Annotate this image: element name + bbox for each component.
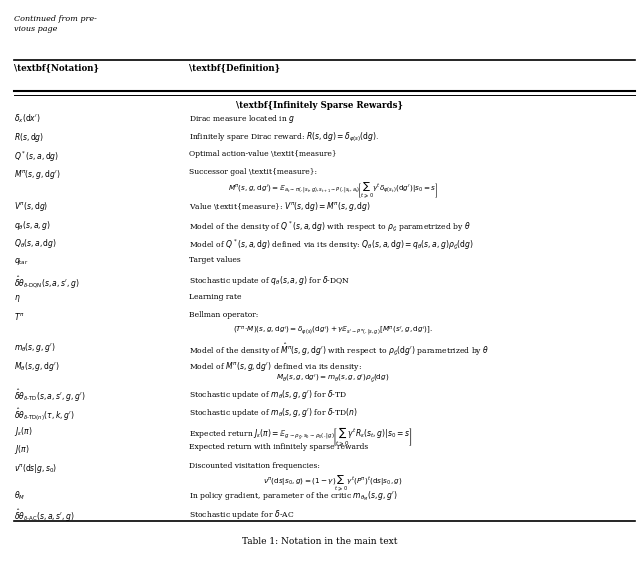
Text: $Q_\theta(s, a, \mathrm{d}g)$: $Q_\theta(s, a, \mathrm{d}g)$ <box>14 237 57 251</box>
Text: $\eta$: $\eta$ <box>14 293 20 303</box>
Text: Infinitely spare Dirac reward: $R(s,\mathrm{d}g) = \delta_{\varphi(s)}(\mathrm{d: Infinitely spare Dirac reward: $R(s,\mat… <box>189 131 380 144</box>
Text: Discounted visitation frequencies:: Discounted visitation frequencies: <box>189 461 321 470</box>
Text: $V^\pi(s, \mathrm{d}g)$: $V^\pi(s, \mathrm{d}g)$ <box>14 201 49 214</box>
Text: Stochastic update of $m_\theta(s,g,g')$ for $\delta$-TD: Stochastic update of $m_\theta(s,g,g')$ … <box>189 388 348 401</box>
Text: Learning rate: Learning rate <box>189 293 242 301</box>
Text: $\hat{\delta}\theta_{\delta\text{-TD}(n)}(\tau,k,g')$: $\hat{\delta}\theta_{\delta\text{-TD}(n)… <box>14 406 75 424</box>
Text: $\hat{\delta}\theta_{\delta\text{-DQN}}(s,a,s',g)$: $\hat{\delta}\theta_{\delta\text{-DQN}}(… <box>14 274 80 291</box>
Text: Dirac measure located in $g$: Dirac measure located in $g$ <box>189 112 296 125</box>
Text: $q_\theta(s, a, g)$: $q_\theta(s, a, g)$ <box>14 219 51 232</box>
Text: $\hat{\delta}\theta_{\delta\text{-TD}}(s,a,s',g,g')$: $\hat{\delta}\theta_{\delta\text{-TD}}(s… <box>14 388 86 404</box>
Text: Bellman operator:: Bellman operator: <box>189 311 259 319</box>
Text: $\nu^\pi(\mathrm{d}s|s_0,g) = (1-\gamma)\sum_{t\geqslant 0}\gamma^t(P^\pi)^t(\ma: $\nu^\pi(\mathrm{d}s|s_0,g) = (1-\gamma)… <box>263 475 403 494</box>
Text: Stochastic update of $q_\theta(s,a,g)$ for $\delta$-DQN: Stochastic update of $q_\theta(s,a,g)$ f… <box>189 274 351 287</box>
Text: Model of $M^\pi(s,g,\mathrm{d}g')$ defined via its density:: Model of $M^\pi(s,g,\mathrm{d}g')$ defin… <box>189 360 362 373</box>
Text: Stochastic update for $\delta$-AC: Stochastic update for $\delta$-AC <box>189 508 295 521</box>
Text: $m_\theta(s, g, g')$: $m_\theta(s, g, g')$ <box>14 341 56 355</box>
Text: $M_\theta(s, g, \mathrm{d}g')$: $M_\theta(s, g, \mathrm{d}g')$ <box>14 360 60 373</box>
Text: In policy gradient, parameter of the critic $m_{\theta_M}(s,g,g')$: In policy gradient, parameter of the cri… <box>189 490 398 503</box>
Text: Model of $Q^*(s,a,\mathrm{d}g)$ defined via its density: $Q_\theta(s,a,\mathrm{d: Model of $Q^*(s,a,\mathrm{d}g)$ defined … <box>189 237 474 252</box>
Text: Optimal action-value \textit{measure}: Optimal action-value \textit{measure} <box>189 149 337 157</box>
Text: \textbf{Definition}: \textbf{Definition} <box>189 63 280 72</box>
Text: Continued from pre-
vious page: Continued from pre- vious page <box>14 15 97 33</box>
Text: $q_\mathrm{tar}$: $q_\mathrm{tar}$ <box>14 256 29 267</box>
Text: $\hat{\delta}\theta_{\delta\text{-AC}}(s,a,s',g)$: $\hat{\delta}\theta_{\delta\text{-AC}}(s… <box>14 508 75 524</box>
Text: Value \textit{measure}: $V^\pi(s,\mathrm{d}g) = M^\pi(s,g,\mathrm{d}g)$: Value \textit{measure}: $V^\pi(s,\mathrm… <box>189 201 371 214</box>
Text: $M^\pi(s,g,\mathrm{d}g') = \mathbb{E}_{a_t\sim\pi(.|s_t,g),s_{t+1}\sim P(.|s_t,a: $M^\pi(s,g,\mathrm{d}g') = \mathbb{E}_{a… <box>228 182 438 201</box>
Text: Model of the density of $\hat{M}^\pi(s,g,\mathrm{d}g')$ with respect to $\rho_\m: Model of the density of $\hat{M}^\pi(s,g… <box>189 341 490 359</box>
Text: Stochastic update of $m_\theta(s,g,g')$ for $\delta$-TD$(n)$: Stochastic update of $m_\theta(s,g,g')$ … <box>189 406 358 419</box>
Text: $M^\pi(s, g, \mathrm{d}g')$: $M^\pi(s, g, \mathrm{d}g')$ <box>14 168 61 181</box>
Text: $\theta_M$: $\theta_M$ <box>14 490 26 502</box>
Text: $J(\pi)$: $J(\pi)$ <box>14 443 29 456</box>
Text: $(T^\pi\!\cdot\! M)(s,g,\mathrm{d}g') = \delta_{\varphi(s)}(\mathrm{d}g') + \gam: $(T^\pi\!\cdot\! M)(s,g,\mathrm{d}g') = … <box>233 325 433 337</box>
Text: \textbf{Infinitely Sparse Rewards}: \textbf{Infinitely Sparse Rewards} <box>237 102 403 111</box>
Text: \textbf{Notation}: \textbf{Notation} <box>14 63 99 72</box>
Text: $Q^*(s, a, \mathrm{d}g)$: $Q^*(s, a, \mathrm{d}g)$ <box>14 149 60 164</box>
Text: Successor goal \textit{measure}:: Successor goal \textit{measure}: <box>189 168 317 176</box>
Text: Expected return with infinitely sparse rewards: Expected return with infinitely sparse r… <box>189 443 369 451</box>
Text: Target values: Target values <box>189 256 241 264</box>
Text: $\delta_x(\mathrm{d}x')$: $\delta_x(\mathrm{d}x')$ <box>14 112 41 125</box>
Text: $T^\pi$: $T^\pi$ <box>14 311 25 322</box>
Text: $\nu^\pi(\mathrm{d}s|g,s_0)$: $\nu^\pi(\mathrm{d}s|g,s_0)$ <box>14 461 58 475</box>
Text: $M_\theta(s,g,\mathrm{d}g') = m_\theta(s,g,g')\rho_\mathcal{G}(\mathrm{d}g)$: $M_\theta(s,g,\mathrm{d}g') = m_\theta(s… <box>276 373 389 386</box>
Text: Table 1: Notation in the main text: Table 1: Notation in the main text <box>243 537 397 546</box>
Text: Expected return $J_\varepsilon(\pi) = \mathbb{E}_{g\sim\rho_\mathcal{G},s_0\sim\: Expected return $J_\varepsilon(\pi) = \m… <box>189 425 413 447</box>
Text: Model of the density of $Q^*(s,a,\mathrm{d}g)$ with respect to $\rho_\mathcal{G}: Model of the density of $Q^*(s,a,\mathrm… <box>189 219 471 234</box>
Text: $J_\varepsilon(\pi)$: $J_\varepsilon(\pi)$ <box>14 425 33 438</box>
Text: $R(s, \mathrm{d}g)$: $R(s, \mathrm{d}g)$ <box>14 131 44 144</box>
